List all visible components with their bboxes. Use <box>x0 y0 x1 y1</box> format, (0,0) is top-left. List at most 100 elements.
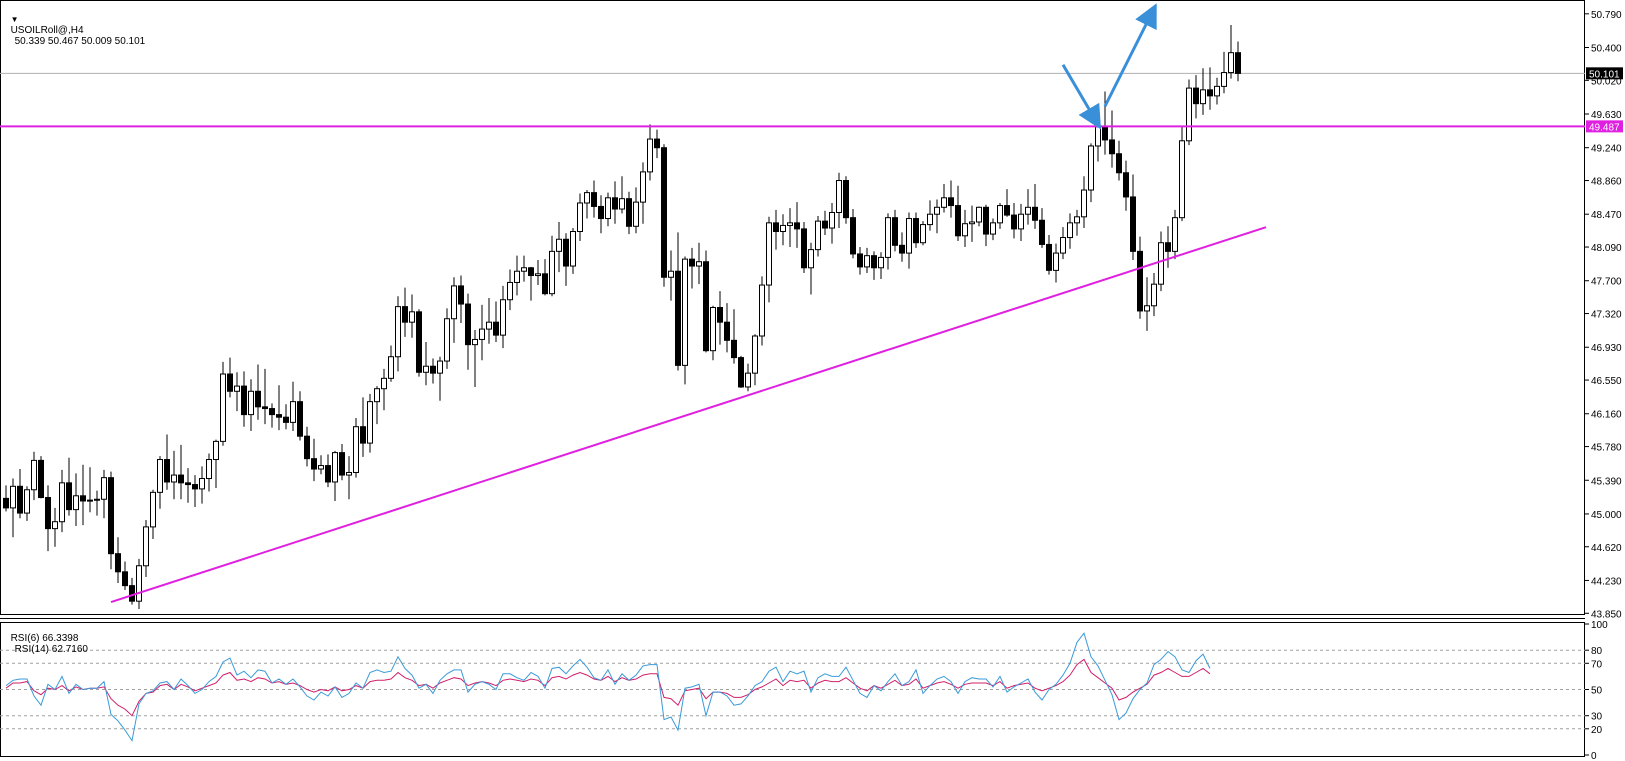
candle-body <box>157 459 163 493</box>
candle-body <box>115 553 121 573</box>
candle-body <box>633 201 639 227</box>
current-price-tag: 50.101 <box>1589 69 1620 80</box>
candle-body <box>885 217 891 258</box>
candle-body <box>1053 252 1059 271</box>
rsi-header: RSI(6) 66.3398 RSI(14) 62.7160 <box>5 622 88 655</box>
candle-body <box>1158 242 1164 285</box>
candle-body <box>227 373 233 392</box>
price-tick-label: 50.790 <box>1591 10 1622 21</box>
candle-body <box>1095 126 1101 147</box>
candle-body <box>1067 222 1073 239</box>
candle-body <box>563 238 569 267</box>
candle-body <box>31 459 37 491</box>
candle-body <box>346 471 352 476</box>
candle-body <box>605 197 611 220</box>
candle-body <box>45 497 51 530</box>
candle-body <box>38 459 44 499</box>
current-price-tag-bg <box>1586 67 1623 80</box>
rsi14-line <box>5 658 1211 717</box>
candle-body <box>80 495 86 502</box>
candle-body <box>297 401 303 437</box>
candle-body <box>283 416 289 423</box>
rsi-tick-label: 80 <box>1591 646 1603 657</box>
candle-body <box>199 478 205 490</box>
price-tick-label: 48.470 <box>1591 210 1622 221</box>
projection-arrow <box>1061 64 1102 130</box>
candle-body <box>171 474 177 483</box>
candle-body <box>584 192 590 204</box>
candle-body <box>591 192 597 207</box>
candle-body <box>934 206 940 215</box>
candle-body <box>220 373 226 442</box>
candle-body <box>94 498 100 501</box>
candle-body <box>668 270 674 278</box>
candle-body <box>752 335 758 374</box>
candle-body <box>864 255 870 268</box>
candle-body <box>787 222 793 226</box>
candle-body <box>535 273 541 277</box>
candle-body <box>857 253 863 268</box>
candle-body <box>962 223 968 237</box>
candle-body <box>388 356 394 379</box>
candle-body <box>696 261 702 267</box>
rsi-pane: 100 80 70 50 30 20 0 <box>0 620 1608 761</box>
candle-body <box>409 311 415 323</box>
candle-body <box>52 521 58 530</box>
candle-body <box>906 218 912 254</box>
price-tick-label: 47.700 <box>1591 277 1622 288</box>
candle-body <box>73 495 79 511</box>
candle-body <box>1039 219 1045 245</box>
candle-body <box>150 491 156 528</box>
price-tick-label: 49.630 <box>1591 110 1622 121</box>
candle-body <box>1235 52 1241 74</box>
candle-body <box>843 180 849 219</box>
candle-body <box>1060 237 1066 254</box>
candle-body <box>941 197 947 208</box>
candle-body <box>486 321 492 330</box>
candle-body <box>773 222 779 232</box>
candle-body <box>640 171 646 203</box>
candle-body <box>416 311 422 373</box>
candle-body <box>1102 126 1108 141</box>
price-tick-label: 47.320 <box>1591 310 1622 321</box>
candle-body <box>304 435 310 460</box>
price-tick-label: 46.160 <box>1591 410 1622 421</box>
dropdown-triangle-icon[interactable]: ▼ <box>10 15 19 24</box>
candle-body <box>577 202 583 232</box>
rsi6-label: RSI(6) 66.3398 <box>10 633 79 644</box>
candle-body <box>654 138 660 149</box>
candle-body <box>598 205 604 220</box>
candle-body <box>892 217 898 246</box>
price-tick-label: 49.240 <box>1591 144 1622 155</box>
candle-body <box>682 258 688 366</box>
candle-body <box>1214 85 1220 97</box>
candle-body <box>367 401 373 444</box>
candle-body <box>1200 89 1206 105</box>
price-tick-label: 45.780 <box>1591 443 1622 454</box>
candle-body <box>675 270 681 366</box>
candle-body <box>542 273 548 295</box>
rsi14-label: RSI(14) 62.7160 <box>14 644 88 655</box>
chart-header: ▼ USOILRoll@,H4 50.339 50.467 50.009 50.… <box>5 3 146 47</box>
candle-body <box>1032 206 1038 221</box>
candle-body <box>1130 196 1136 252</box>
rsi-tick-label: 70 <box>1591 659 1603 670</box>
candle-body <box>759 284 765 337</box>
candle-body <box>493 321 499 336</box>
candle-body <box>451 285 457 320</box>
candle-body <box>255 390 261 408</box>
candle-body <box>1046 243 1052 271</box>
candle-body <box>374 388 380 403</box>
candle-body <box>507 281 513 301</box>
candle-body <box>703 261 709 352</box>
candle-body <box>318 465 324 470</box>
candle-body <box>724 321 730 341</box>
candle-body <box>780 224 786 232</box>
candle-body <box>178 474 184 484</box>
candle-body <box>794 222 800 230</box>
candle-body <box>136 565 142 602</box>
candle-body <box>213 440 219 461</box>
candle-body <box>206 459 212 480</box>
candle-body <box>311 458 317 470</box>
